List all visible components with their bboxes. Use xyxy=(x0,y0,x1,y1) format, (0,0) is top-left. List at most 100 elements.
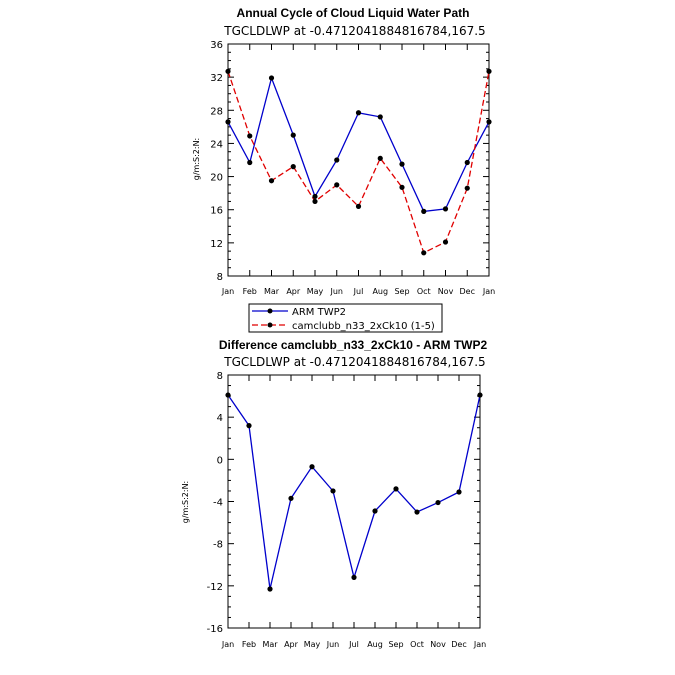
series-layer xyxy=(225,68,492,256)
x-tick-label: Nov xyxy=(430,640,446,649)
series-0-point xyxy=(312,193,318,200)
x-tick-label: Jan xyxy=(221,640,234,649)
x-tick-label: Aug xyxy=(367,640,383,649)
x-tick-label: Jan xyxy=(482,287,495,296)
series-0-point xyxy=(288,495,294,501)
series-0-point xyxy=(464,159,470,166)
series-0-point xyxy=(290,132,296,138)
x-tick-label: Jun xyxy=(330,287,344,296)
series-0-point xyxy=(372,508,378,514)
x-tick-label: May xyxy=(304,640,321,649)
series-0-point xyxy=(246,423,252,429)
x-tick-label: Aug xyxy=(372,287,388,296)
y-tick-label: 24 xyxy=(210,139,223,150)
x-tick-label: Jan xyxy=(221,287,234,296)
plot-border xyxy=(227,374,481,629)
series-1-point xyxy=(486,68,492,74)
series-0-point xyxy=(355,110,362,116)
chart-subtitle: TGCLDLWP at -0.4712041884816784,167.5 xyxy=(223,355,485,369)
x-tick-label: Dec xyxy=(451,640,466,649)
series-0-point xyxy=(435,499,441,506)
series-0-point xyxy=(456,489,462,495)
x-tick-label: Jan xyxy=(473,640,486,649)
x-tick-label: Oct xyxy=(417,287,431,296)
series-1-point xyxy=(334,182,340,188)
series-0-point xyxy=(334,157,340,163)
series-0-point xyxy=(377,114,383,120)
chart-subtitle: TGCLDLWP at -0.4712041884816784,167.5 xyxy=(223,24,485,38)
plot-border xyxy=(227,43,490,277)
x-tick-label: Sep xyxy=(394,287,409,296)
plot-frame xyxy=(227,43,490,277)
y-tick-label: 12 xyxy=(210,239,223,250)
series-1-point xyxy=(268,178,275,184)
series-0-point xyxy=(393,486,399,492)
y-tick-label: -4 xyxy=(213,498,223,509)
y-tick-label: 0 xyxy=(217,455,223,466)
series-1-point xyxy=(464,185,470,191)
y-tick-label: 16 xyxy=(210,206,223,217)
x-tick-label: Jul xyxy=(348,640,359,649)
series-1-point xyxy=(355,203,362,209)
axis-ticks: -16 -12 -8 -4 0 4 8 Jan Feb Mar Apr May Jun Jul Aug Sep… xyxy=(207,371,487,649)
x-tick-label: Mar xyxy=(262,640,278,649)
y-tick-label: 32 xyxy=(210,73,223,84)
y-tick-label: -16 xyxy=(207,624,223,635)
series-0-point xyxy=(330,488,336,494)
series-0-point xyxy=(309,464,315,470)
series-0-point xyxy=(247,159,253,166)
series-0-point xyxy=(442,206,449,212)
chart-title: Annual Cycle of Cloud Liquid Water Path xyxy=(237,6,470,20)
x-tick-label: Mar xyxy=(264,287,280,296)
series-1-point xyxy=(225,68,231,74)
legend-box xyxy=(248,303,443,333)
y-tick-label: 4 xyxy=(217,413,223,424)
x-tick-label: Dec xyxy=(460,287,475,296)
x-tick-label: Jul xyxy=(353,287,364,296)
series-0-point xyxy=(477,392,483,398)
series-1-point xyxy=(247,133,253,139)
series-1-point xyxy=(421,250,427,256)
axis-ticks: 8 12 16 20 24 28 32 36 Jan Feb Mar Apr May Jun Jul Aug S… xyxy=(210,40,495,296)
series-0-point xyxy=(486,119,492,125)
plot-frame xyxy=(227,374,481,629)
series-0-point xyxy=(225,392,231,398)
x-tick-label: Sep xyxy=(388,640,403,649)
y-tick-label: 20 xyxy=(210,173,223,184)
x-tick-label: Oct xyxy=(410,640,424,649)
chart-title: Difference camclubb_n33_2xCk10 - ARM TWP… xyxy=(219,338,488,352)
annual-cycle-chart: Annual Cycle of Cloud Liquid Water Path … xyxy=(192,6,495,333)
series-1-point xyxy=(290,164,296,170)
series-1-point xyxy=(399,184,405,190)
series-line-0 xyxy=(227,75,490,213)
y-tick-label: -12 xyxy=(207,582,223,593)
x-tick-label: Jun xyxy=(326,640,340,649)
y-tick-label: 36 xyxy=(210,40,223,51)
legend-marker-cam xyxy=(267,322,273,328)
series-0-point xyxy=(414,509,420,515)
series-0-point xyxy=(267,586,273,592)
y-tick-label: 8 xyxy=(217,272,223,283)
y-tick-label: -8 xyxy=(213,540,223,551)
series-0-point xyxy=(268,75,275,81)
y-axis-label: g/m:S:2:N: xyxy=(192,138,201,181)
x-tick-label: Feb xyxy=(242,640,256,649)
legend-marker-arm xyxy=(267,308,273,314)
x-tick-label: Apr xyxy=(284,640,299,649)
series-0-point xyxy=(225,119,231,125)
y-axis-label: g/m:S:2:N: xyxy=(181,481,190,524)
y-tick-label: 28 xyxy=(210,106,223,117)
series-line-1 xyxy=(227,71,490,254)
series-0-point xyxy=(421,208,427,214)
difference-chart: Difference camclubb_n33_2xCk10 - ARM TWP… xyxy=(181,338,487,649)
x-tick-label: Feb xyxy=(243,287,257,296)
x-tick-label: May xyxy=(307,287,324,296)
legend-label-arm: ARM TWP2 xyxy=(292,307,346,318)
series-1-point xyxy=(442,239,449,245)
series-layer xyxy=(225,392,483,592)
x-tick-label: Apr xyxy=(286,287,301,296)
y-tick-label: 8 xyxy=(217,371,223,382)
series-1-point xyxy=(312,198,318,205)
legend-label-cam: camclubb_n33_2xCk10 (1-5) xyxy=(292,321,435,332)
